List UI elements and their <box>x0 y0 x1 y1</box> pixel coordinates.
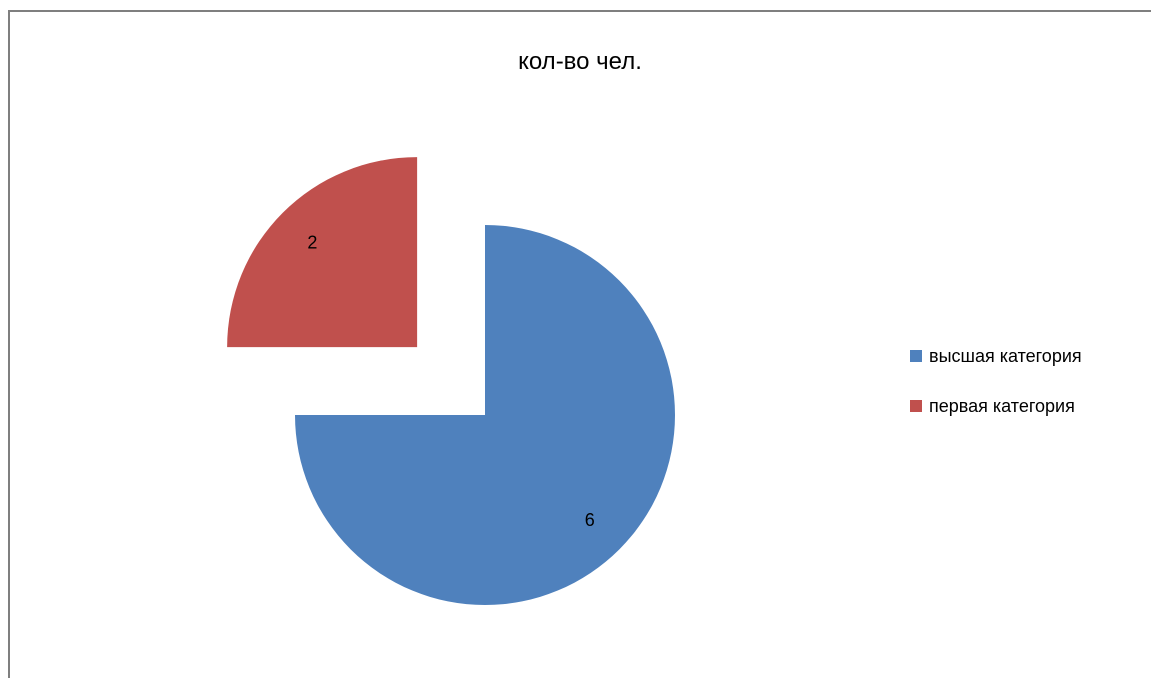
data-label: 2 <box>307 232 317 252</box>
legend-swatch <box>910 400 922 412</box>
legend-label: высшая категория <box>929 346 1082 366</box>
pie-slice <box>295 225 675 605</box>
data-label: 6 <box>585 510 595 530</box>
pie-slices <box>227 157 675 605</box>
chart-title: кол-во чел. <box>518 48 642 75</box>
legend-swatch <box>910 350 922 362</box>
pie-slice <box>227 157 418 348</box>
legend-label: первая категория <box>929 396 1075 416</box>
data-labels: 62 <box>307 232 594 529</box>
legend: высшая категория первая категория <box>910 346 1082 416</box>
